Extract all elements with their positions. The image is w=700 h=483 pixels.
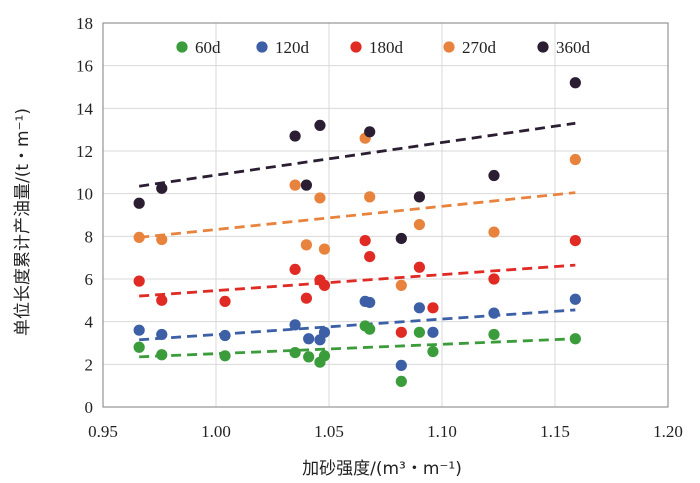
y-tick-label: 10 bbox=[76, 185, 93, 204]
point-180d bbox=[300, 292, 312, 304]
point-60d bbox=[289, 347, 301, 359]
point-120d bbox=[303, 333, 315, 345]
point-180d bbox=[156, 294, 168, 306]
grid-lines bbox=[102, 22, 669, 408]
point-270d bbox=[488, 226, 500, 238]
legend: 60d 120d 180d 270d 360d bbox=[176, 38, 591, 57]
point-60d bbox=[413, 326, 425, 338]
legend-marker-270d bbox=[443, 41, 455, 53]
point-180d bbox=[413, 261, 425, 273]
trend-line-120d bbox=[139, 308, 576, 342]
point-360d bbox=[364, 126, 376, 138]
point-360d bbox=[569, 77, 581, 89]
point-60d bbox=[427, 345, 439, 358]
legend-label-180d: 180d bbox=[369, 38, 404, 57]
point-60d bbox=[364, 323, 376, 335]
y-tick-label: 6 bbox=[85, 270, 94, 289]
point-270d bbox=[318, 243, 331, 255]
y-axis-title: 单位长度累计产油量/(t・m⁻¹) bbox=[13, 108, 33, 336]
legend-label-360d: 360d bbox=[556, 38, 591, 57]
point-270d bbox=[569, 153, 581, 166]
legend-label-60d: 60d bbox=[195, 38, 221, 57]
trend-line-180d bbox=[139, 263, 576, 298]
point-120d bbox=[395, 359, 407, 371]
point-120d bbox=[156, 328, 168, 341]
point-270d bbox=[289, 179, 301, 191]
point-120d bbox=[219, 329, 231, 342]
point-360d bbox=[395, 232, 407, 245]
point-360d bbox=[289, 130, 301, 142]
point-120d bbox=[289, 319, 301, 331]
y-tick-label: 18 bbox=[76, 14, 93, 33]
point-360d bbox=[314, 119, 326, 131]
x-tick-label: 1.05 bbox=[314, 422, 344, 441]
x-tick-label: 1.15 bbox=[540, 422, 570, 441]
trend-line-270d bbox=[139, 191, 576, 239]
legend-marker-180d bbox=[350, 41, 362, 53]
point-60d bbox=[318, 350, 331, 362]
point-60d bbox=[133, 341, 145, 353]
point-270d bbox=[300, 239, 312, 251]
point-270d bbox=[395, 279, 407, 291]
point-360d bbox=[156, 182, 168, 194]
x-tick-label: 1.00 bbox=[201, 422, 231, 441]
x-tick-label: 0.95 bbox=[88, 422, 118, 441]
point-60d bbox=[303, 351, 315, 363]
point-120d bbox=[364, 296, 376, 309]
point-60d bbox=[488, 328, 500, 341]
point-180d bbox=[289, 263, 301, 275]
y-tick-label: 16 bbox=[76, 57, 93, 76]
point-180d bbox=[318, 279, 331, 291]
y-tick-label: 0 bbox=[85, 398, 94, 417]
point-120d bbox=[133, 324, 145, 336]
point-60d bbox=[395, 375, 407, 387]
legend-marker-360d bbox=[537, 41, 549, 53]
point-270d bbox=[156, 233, 168, 246]
point-360d bbox=[133, 197, 145, 209]
point-180d bbox=[359, 235, 371, 247]
point-180d bbox=[364, 251, 376, 263]
x-tick-label: 1.20 bbox=[653, 422, 683, 441]
point-180d bbox=[219, 295, 231, 307]
y-tick-label: 12 bbox=[76, 142, 93, 161]
point-360d bbox=[413, 191, 425, 203]
legend-marker-60d bbox=[176, 41, 188, 53]
point-120d bbox=[413, 302, 425, 314]
point-360d bbox=[488, 169, 500, 182]
y-tick-label: 2 bbox=[85, 355, 94, 374]
y-tick-label: 4 bbox=[85, 313, 94, 332]
point-270d bbox=[133, 231, 145, 243]
point-180d bbox=[569, 235, 581, 247]
point-120d bbox=[569, 293, 581, 305]
trend-line-360d bbox=[138, 121, 576, 188]
point-270d bbox=[413, 219, 425, 231]
point-60d bbox=[156, 349, 168, 361]
data-points bbox=[133, 77, 581, 387]
point-270d bbox=[364, 191, 376, 203]
point-180d bbox=[488, 273, 500, 285]
x-axis-title: 加砂强度/(m³・m⁻¹) bbox=[302, 459, 462, 479]
trend-line-60d bbox=[139, 337, 576, 359]
point-360d bbox=[300, 179, 312, 191]
axes: 0 2 4 6 8 10 12 14 16 18 0.95 1.00 1.05 1.10 1.15 1.20 bbox=[76, 14, 683, 441]
legend-label-270d: 270d bbox=[462, 38, 497, 57]
point-120d bbox=[318, 326, 331, 338]
point-60d bbox=[219, 350, 231, 362]
plot-frame bbox=[102, 22, 669, 408]
legend-label-120d: 120d bbox=[275, 38, 310, 57]
point-120d bbox=[427, 326, 439, 338]
y-tick-label: 14 bbox=[76, 99, 94, 118]
trend-lines bbox=[138, 121, 576, 359]
point-180d bbox=[427, 302, 439, 314]
y-tick-label: 8 bbox=[85, 227, 94, 246]
point-180d bbox=[395, 326, 407, 338]
point-180d bbox=[133, 275, 145, 287]
legend-marker-120d bbox=[256, 41, 268, 53]
point-120d bbox=[488, 307, 500, 319]
point-270d bbox=[314, 192, 326, 204]
x-tick-label: 1.10 bbox=[427, 422, 457, 441]
point-60d bbox=[569, 333, 581, 345]
